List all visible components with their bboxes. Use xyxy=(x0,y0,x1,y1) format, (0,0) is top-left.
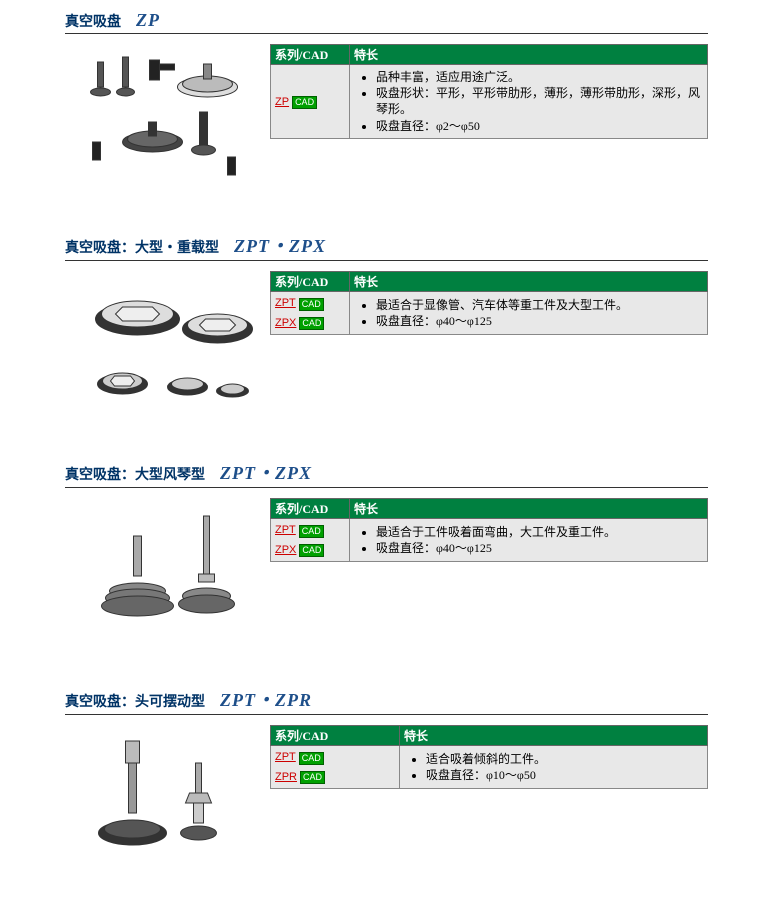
feature-list: 适合吸着倾斜的工件。 吸盘直径：φ10～φ50 xyxy=(404,751,703,783)
cad-icon[interactable]: CAD xyxy=(299,544,324,557)
heading-en: ZPT・ZPX xyxy=(220,463,312,483)
spec-table: 系列/CAD 特长 ZPT CAD ZPR CAD xyxy=(270,725,708,789)
series-link[interactable]: ZPX xyxy=(275,315,296,333)
series-link[interactable]: ZPT xyxy=(275,749,296,767)
section-heading: 真空吸盘：大型风琴型 ZPT・ZPX xyxy=(65,459,708,488)
table-row: ZP CAD 品种丰富，适应用途广泛。 吸盘形状：平形，平形带肋形，薄形，薄形带… xyxy=(271,65,708,139)
spec-table: 系列/CAD 特长 ZPT CAD ZPX CAD xyxy=(270,498,708,562)
col-features: 特长 xyxy=(350,45,708,65)
product-section: 真空吸盘：大型・重载型 ZPT・ZPX 系列/CAD 特长 xyxy=(0,222,773,419)
list-item: 吸盘直径：φ2～φ50 xyxy=(376,118,703,134)
vacuum-pad-icon xyxy=(65,269,270,419)
cad-icon[interactable]: CAD xyxy=(299,298,324,311)
table-row: ZPT CAD ZPX CAD 最适合于工件吸着面弯曲，大工件及重工件。 吸盘直… xyxy=(271,519,708,562)
series-link[interactable]: ZPT xyxy=(275,295,296,313)
product-image xyxy=(65,42,270,192)
list-item: 最适合于工件吸着面弯曲，大工件及重工件。 xyxy=(376,524,703,540)
col-series: 系列/CAD xyxy=(271,726,400,746)
col-series: 系列/CAD xyxy=(271,499,350,519)
list-item: 适合吸着倾斜的工件。 xyxy=(426,751,703,767)
col-features: 特长 xyxy=(400,726,708,746)
table-row: ZPT CAD ZPX CAD 最适合于显像管、汽车体等重工件及大型工件。 吸盘… xyxy=(271,292,708,335)
vacuum-pad-icon xyxy=(65,42,270,192)
col-features: 特长 xyxy=(350,272,708,292)
product-image xyxy=(65,723,270,873)
section-heading: 真空吸盘：大型・重载型 ZPT・ZPX xyxy=(65,232,708,261)
heading-cn: 真空吸盘：大型・重载型 xyxy=(65,241,219,256)
feature-list: 最适合于显像管、汽车体等重工件及大型工件。 吸盘直径：φ40～φ125 xyxy=(354,297,703,329)
heading-en: ZPT・ZPR xyxy=(220,690,312,710)
list-item: 吸盘形状：平形，平形带肋形，薄形，薄形带肋形，深形，风琴形。 xyxy=(376,85,703,117)
product-section: 真空吸盘：大型风琴型 ZPT・ZPX 系列/CAD 特长 xyxy=(0,449,773,646)
col-series: 系列/CAD xyxy=(271,272,350,292)
product-section: 真空吸盘 ZP 系列/CAD 特长 xyxy=(0,0,773,192)
cad-icon[interactable]: CAD xyxy=(299,317,324,330)
list-item: 品种丰富，适应用途广泛。 xyxy=(376,69,703,85)
cad-icon[interactable]: CAD xyxy=(292,96,317,109)
spec-table: 系列/CAD 特长 ZPT CAD ZPX CAD xyxy=(270,271,708,335)
section-heading: 真空吸盘 ZP xyxy=(65,10,708,34)
vacuum-pad-icon xyxy=(65,496,270,646)
series-link[interactable]: ZP xyxy=(275,96,289,108)
heading-en: ZPT・ZPX xyxy=(234,236,326,256)
feature-list: 最适合于工件吸着面弯曲，大工件及重工件。 吸盘直径：φ40～φ125 xyxy=(354,524,703,556)
section-heading: 真空吸盘：头可摆动型 ZPT・ZPR xyxy=(65,686,708,715)
series-link[interactable]: ZPR xyxy=(275,769,297,787)
series-link[interactable]: ZPT xyxy=(275,522,296,540)
product-section: 真空吸盘：头可摆动型 ZPT・ZPR 系列/CAD 特长 xyxy=(0,676,773,873)
heading-cn: 真空吸盘：大型风琴型 xyxy=(65,468,205,483)
product-image xyxy=(65,496,270,646)
feature-list: 品种丰富，适应用途广泛。 吸盘形状：平形，平形带肋形，薄形，薄形带肋形，深形，风… xyxy=(354,69,703,134)
list-item: 吸盘直径：φ40～φ125 xyxy=(376,313,703,329)
product-image xyxy=(65,269,270,419)
table-row: ZPT CAD ZPR CAD 适合吸着倾斜的工件。 吸盘直径：φ10～φ50 xyxy=(271,746,708,789)
cad-icon[interactable]: CAD xyxy=(300,771,325,784)
cad-icon[interactable]: CAD xyxy=(299,525,324,538)
heading-en: ZP xyxy=(136,10,160,30)
heading-cn: 真空吸盘 xyxy=(65,15,121,30)
col-features: 特长 xyxy=(350,499,708,519)
col-series: 系列/CAD xyxy=(271,45,350,65)
vacuum-pad-icon xyxy=(65,723,270,873)
heading-cn: 真空吸盘：头可摆动型 xyxy=(65,695,205,710)
list-item: 吸盘直径：φ40～φ125 xyxy=(376,540,703,556)
list-item: 吸盘直径：φ10～φ50 xyxy=(426,767,703,783)
series-link[interactable]: ZPX xyxy=(275,542,296,560)
spec-table: 系列/CAD 特长 ZP CAD 品种丰富，适应用途广泛。 吸盘形状：平形，平形… xyxy=(270,44,708,139)
list-item: 最适合于显像管、汽车体等重工件及大型工件。 xyxy=(376,297,703,313)
cad-icon[interactable]: CAD xyxy=(299,752,324,765)
